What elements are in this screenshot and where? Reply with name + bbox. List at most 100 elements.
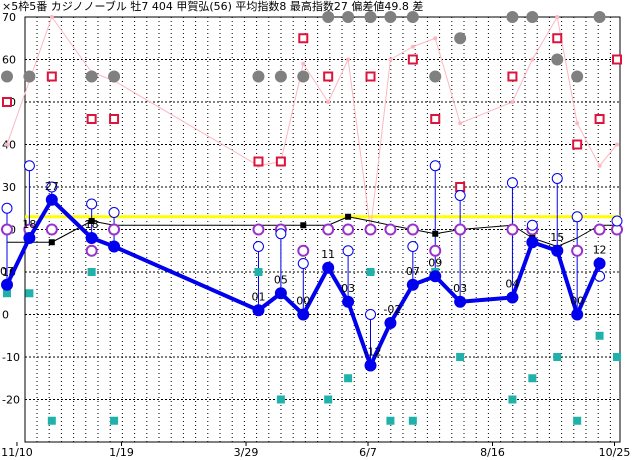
main-point bbox=[454, 295, 467, 308]
gray-dot-marker bbox=[108, 70, 121, 83]
blue-circle-marker bbox=[454, 190, 466, 201]
red-square-marker bbox=[552, 33, 563, 44]
purple-circle-marker bbox=[406, 223, 419, 236]
gray-dot-marker bbox=[322, 11, 335, 23]
pink-point bbox=[433, 36, 438, 41]
teal-square-marker bbox=[508, 395, 517, 404]
red-square-marker bbox=[572, 139, 583, 150]
marker-stems bbox=[6, 165, 601, 366]
blue-circle-marker bbox=[551, 173, 563, 184]
purple-circle-marker bbox=[593, 223, 606, 236]
main-point bbox=[406, 278, 419, 291]
pink-point bbox=[410, 44, 415, 49]
main-point bbox=[252, 304, 265, 317]
teal-square-marker bbox=[528, 374, 537, 383]
pink-point bbox=[530, 57, 535, 62]
y-tick-label: 0 bbox=[2, 309, 9, 322]
teal-square-marker bbox=[573, 416, 582, 425]
teal-square-marker bbox=[324, 395, 333, 404]
gray-dot-marker bbox=[384, 11, 397, 23]
point-label: 12 bbox=[593, 244, 607, 257]
point-label: 18 bbox=[22, 218, 36, 231]
point-label: 00 bbox=[296, 295, 310, 308]
pink-point bbox=[301, 61, 306, 66]
red-square-marker bbox=[507, 71, 518, 82]
gray-dot-marker bbox=[23, 70, 36, 83]
purple-circle-marker bbox=[571, 244, 584, 257]
gray-dot-marker bbox=[454, 32, 467, 45]
point-label: 05 bbox=[274, 273, 288, 286]
point-label: 18 bbox=[85, 218, 99, 231]
gray-dot-marker bbox=[429, 70, 442, 83]
red-square-marker bbox=[594, 114, 605, 124]
main-point bbox=[526, 236, 539, 249]
point-label: 00 bbox=[570, 295, 584, 308]
blue-circle-marker bbox=[108, 207, 120, 218]
blue-circle-marker bbox=[365, 309, 377, 320]
purple-circle-marker bbox=[506, 223, 519, 236]
teal-square-marker bbox=[344, 374, 353, 383]
black-square-marker bbox=[432, 230, 439, 237]
point-label: 04 bbox=[505, 278, 519, 291]
main-point bbox=[593, 257, 606, 270]
pink-point bbox=[458, 121, 463, 126]
teal-square-marker bbox=[3, 289, 11, 298]
y-tick-label: 60 bbox=[2, 54, 16, 67]
red-square-marker bbox=[275, 156, 286, 167]
purple-circle-marker bbox=[108, 223, 121, 236]
teal-square-marker bbox=[366, 268, 375, 276]
blue-circle-marker bbox=[526, 219, 538, 231]
main-point bbox=[45, 193, 58, 206]
main-point bbox=[85, 232, 98, 244]
pink-point bbox=[388, 57, 393, 62]
red-square-marker bbox=[109, 114, 120, 124]
pink-point bbox=[326, 100, 331, 104]
y-tick-label: 30 bbox=[2, 181, 16, 194]
teal-square-marker bbox=[25, 289, 34, 298]
gray-dot-marker bbox=[571, 70, 584, 83]
purple-circle-marker bbox=[322, 223, 335, 236]
black-series bbox=[7, 216, 617, 247]
blue-circle-marker bbox=[275, 228, 287, 240]
main-point bbox=[551, 244, 564, 257]
point-labels: 07 18 27 18 01 05 00 11 03 -12 -02 07 09 03 04 15 00 12 bbox=[0, 180, 607, 359]
main-point bbox=[274, 287, 287, 300]
blue-circle-marker bbox=[611, 215, 623, 227]
y-tick-label: 70 bbox=[2, 11, 16, 24]
main-point bbox=[364, 359, 377, 372]
point-label: 09 bbox=[428, 256, 442, 269]
black-square-marker bbox=[345, 213, 352, 220]
gray-dot-marker bbox=[1, 70, 13, 83]
pink-point bbox=[5, 142, 9, 147]
red-square-marker bbox=[323, 71, 334, 82]
blue-circle-marker bbox=[506, 177, 518, 189]
red-square-marker bbox=[365, 71, 376, 82]
main-series bbox=[1, 193, 606, 372]
chart-title: ×5枠5番 カジノノーブル 牡7 404 甲賀弘(56) 平均指数8 最高指数2… bbox=[2, 0, 423, 13]
main-point bbox=[297, 308, 310, 321]
main-point bbox=[23, 232, 36, 244]
blue-circle-marker bbox=[407, 241, 419, 252]
pink-point bbox=[597, 163, 602, 168]
blue-circle-marker bbox=[86, 198, 98, 210]
x-tick-label: 1/19 bbox=[109, 446, 134, 459]
y-tick-label: -10 bbox=[2, 351, 20, 364]
teal-square-marker bbox=[408, 416, 417, 425]
gray-dot-marker bbox=[364, 11, 377, 23]
red-square-marker bbox=[46, 71, 57, 82]
purple-circle-marker bbox=[384, 223, 397, 236]
red-square-marker bbox=[253, 156, 264, 167]
teal-square-marker bbox=[110, 416, 119, 425]
x-tick-label: 8/16 bbox=[480, 446, 505, 459]
purple-circle-marker bbox=[1, 223, 13, 236]
blue-circle-marker bbox=[571, 211, 583, 223]
point-label: 01 bbox=[251, 290, 265, 303]
markers bbox=[1, 11, 623, 425]
pink-point bbox=[615, 142, 619, 147]
gray-dot-marker bbox=[593, 11, 606, 23]
purple-circle-marker bbox=[252, 223, 265, 236]
x-tick-label: 11/10 bbox=[1, 446, 33, 459]
red-square-marker bbox=[86, 114, 97, 124]
gray-dot-marker bbox=[85, 70, 98, 83]
